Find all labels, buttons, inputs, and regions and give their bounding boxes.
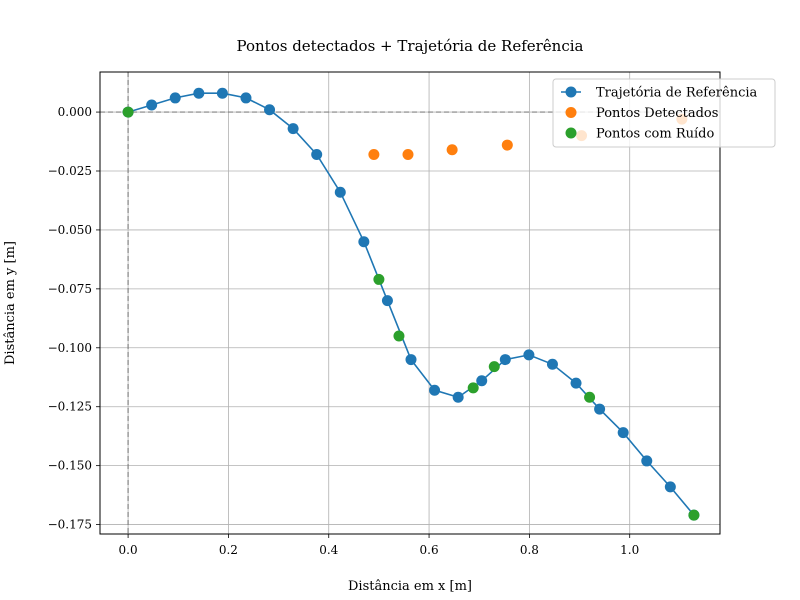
data-point — [467, 382, 479, 394]
legend-marker — [565, 86, 577, 98]
data-point — [641, 455, 653, 467]
y-tick-label: 0.000 — [58, 105, 92, 119]
data-point — [402, 149, 414, 160]
data-point — [570, 377, 582, 389]
data-point — [452, 391, 464, 403]
legend-label: Trajetória de Referência — [596, 86, 758, 101]
y-tick-label: −0.175 — [48, 518, 92, 532]
legend-item: Pontos com Ruído — [565, 127, 714, 142]
y-axis: 0.000 −0.025 −0.050 −0.075 −0.100 −0.125 −0.15… — [48, 105, 100, 532]
data-point — [405, 354, 417, 366]
y-tick-label: −0.125 — [48, 400, 92, 414]
x-tick-label: 0.8 — [520, 543, 539, 557]
data-point — [358, 236, 370, 248]
legend-item: Trajetória de Referência — [561, 86, 758, 101]
legend: Trajetória de Referência Pontos Detectado… — [552, 78, 776, 148]
data-point — [476, 375, 488, 387]
data-point — [169, 92, 181, 104]
x-axis: 0.0 0.2 0.4 0.6 0.8 1.0 — [119, 534, 639, 557]
data-point — [688, 509, 700, 521]
data-point — [393, 330, 405, 342]
data-point — [523, 349, 535, 361]
data-point — [193, 87, 205, 99]
y-tick-label: −0.075 — [48, 282, 92, 296]
legend-box — [552, 78, 776, 148]
legend-label: Pontos com Ruído — [596, 127, 714, 142]
data-point — [216, 87, 228, 99]
plot-area — [100, 72, 720, 534]
data-point — [501, 139, 513, 151]
y-axis-label: Distância em y [m] — [3, 241, 18, 365]
data-point — [584, 391, 596, 403]
data-point — [287, 123, 299, 135]
data-point — [499, 354, 511, 366]
legend-marker — [565, 107, 577, 118]
y-tick-label: −0.150 — [48, 459, 92, 473]
x-tick-label: 1.0 — [620, 543, 639, 557]
data-point — [373, 273, 385, 285]
data-point — [311, 149, 323, 160]
data-point — [446, 144, 458, 156]
data-point — [264, 104, 276, 116]
data-point — [664, 481, 676, 493]
y-tick-label: −0.025 — [48, 164, 92, 178]
data-point — [381, 295, 393, 307]
data-point — [617, 427, 629, 439]
data-point — [429, 384, 441, 396]
legend-item: Pontos Detectados — [565, 106, 718, 121]
x-tick-label: 0.6 — [420, 543, 439, 557]
data-point — [546, 358, 558, 370]
data-point — [122, 106, 134, 118]
chart-title: Pontos detectados + Trajetória de Referê… — [237, 37, 584, 55]
data-point — [146, 99, 158, 111]
data-point — [368, 149, 380, 160]
data-point — [594, 403, 606, 415]
y-tick-label: −0.050 — [48, 223, 92, 237]
legend-marker — [565, 127, 577, 139]
y-tick-label: −0.100 — [48, 341, 92, 355]
x-tick-label: 0.0 — [119, 543, 138, 557]
legend-label: Pontos Detectados — [596, 106, 718, 121]
x-tick-label: 0.2 — [219, 543, 238, 557]
data-point — [334, 186, 346, 198]
series-layer — [122, 87, 700, 521]
data-point — [488, 361, 500, 373]
x-axis-label: Distância em x [m] — [348, 579, 472, 594]
data-point — [240, 92, 252, 104]
series-pontos-com-ruido — [122, 106, 700, 521]
plot-frame — [99, 71, 721, 535]
x-tick-label: 0.4 — [319, 543, 338, 557]
